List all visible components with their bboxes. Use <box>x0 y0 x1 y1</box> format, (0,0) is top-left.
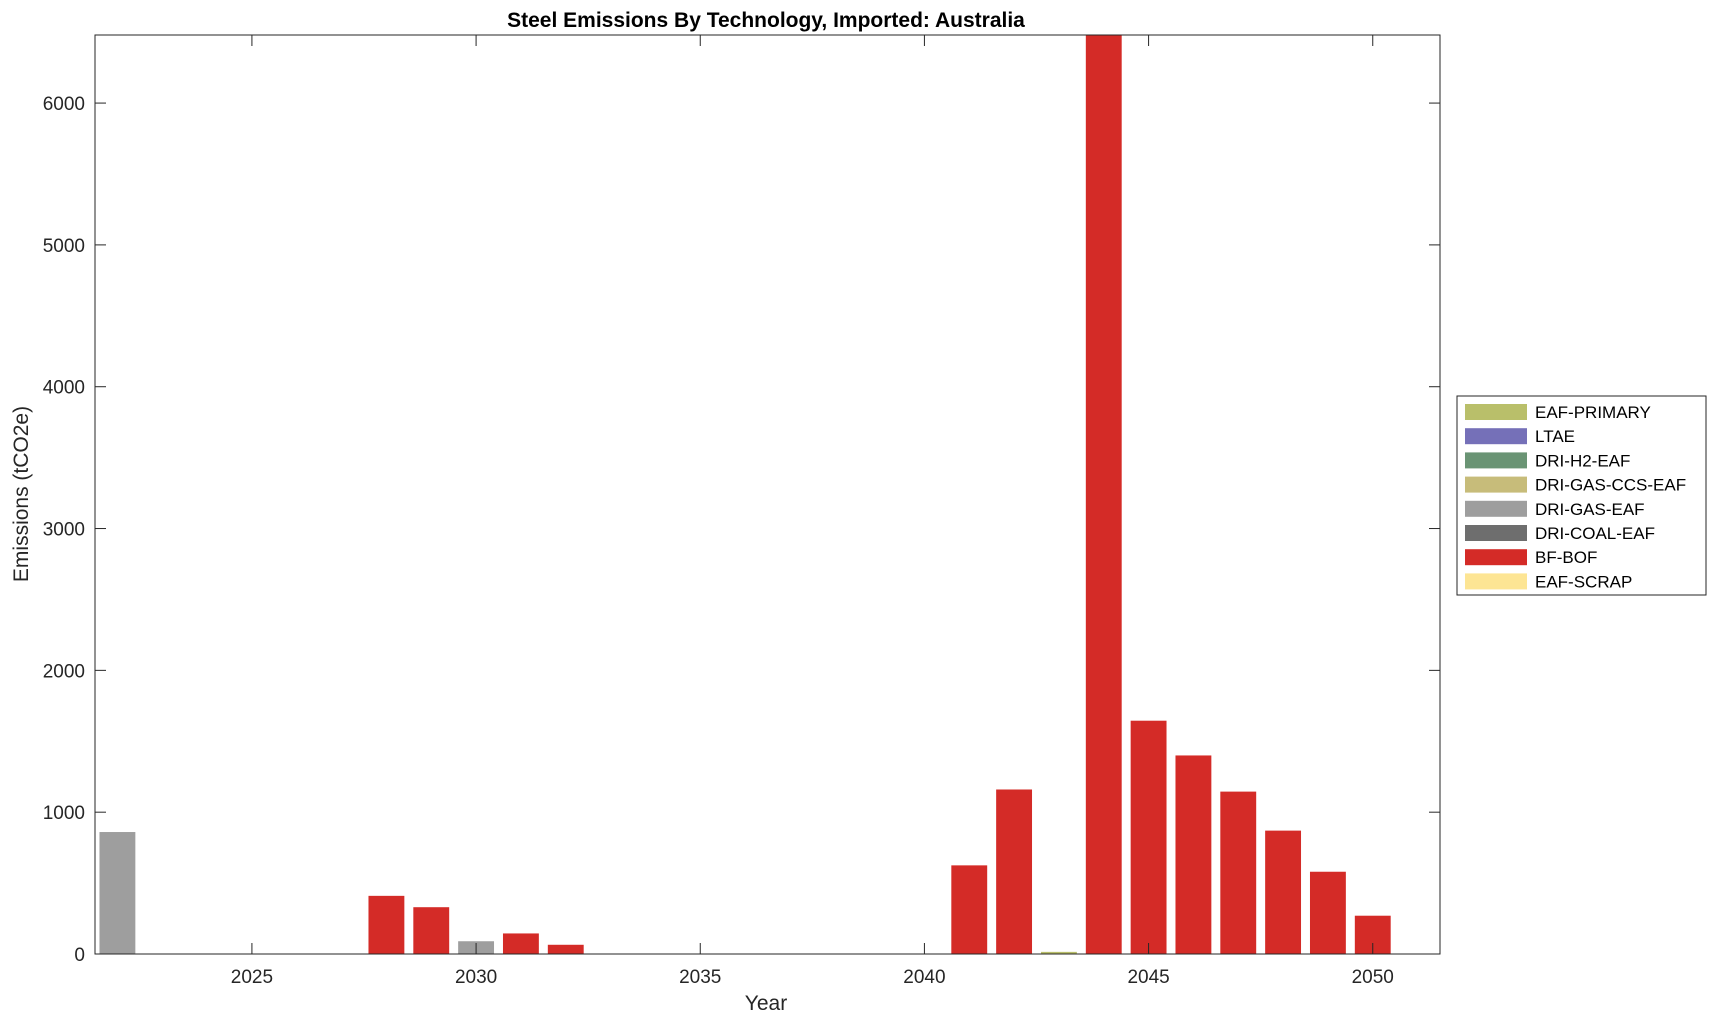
x-tick-label: 2040 <box>903 967 945 988</box>
legend-label-dri-gas-ccs-eaf: DRI-GAS-CCS-EAF <box>1535 476 1686 495</box>
bar-bf-bof-2045 <box>1130 720 1167 954</box>
y-tick-label: 6000 <box>43 94 85 115</box>
axes-layer: 2025 2030 2035 2040 2045 2050 0 1000 2000 3000 400… <box>43 35 1440 988</box>
y-tick-label: 4000 <box>43 378 85 399</box>
y-tick-label: 1000 <box>43 803 85 824</box>
legend-swatch-dri-gas-ccs-eaf <box>1465 476 1527 493</box>
legend-label-dri-coal-eaf: DRI-COAL-EAF <box>1535 524 1655 543</box>
y-axis-title: Emissions (tCO2e) <box>10 406 33 582</box>
legend-swatch-ltae <box>1465 428 1527 445</box>
x-tick-label: 2045 <box>1127 967 1169 988</box>
y-tick-label: 0 <box>74 945 85 966</box>
plot-area-frame <box>94 34 1441 955</box>
x-tick-label: 2050 <box>1352 967 1394 988</box>
bar-bf-bof-2041 <box>951 865 988 954</box>
legend-label-ltae: LTAE <box>1535 427 1575 446</box>
chart-title: Steel Emissions By Technology, Imported:… <box>507 9 1025 32</box>
x-tick-label: 2030 <box>455 967 497 988</box>
legend: EAF-PRIMARY LTAE DRI-H2-EAF DRI-GAS-CCS-EAF… <box>1456 395 1707 596</box>
legend-swatch-bf-bof <box>1465 549 1527 566</box>
x-tick-label: 2035 <box>679 967 721 988</box>
legend-swatch-dri-h2-eaf <box>1465 452 1527 469</box>
legend-label-bf-bof: BF-BOF <box>1535 548 1597 567</box>
legend-label-dri-h2-eaf: DRI-H2-EAF <box>1535 451 1630 470</box>
legend-label-eaf-primary: EAF-PRIMARY <box>1535 403 1651 422</box>
bar-eaf-primary-2043 <box>1040 951 1077 954</box>
bar-dri-gas-eaf-2022 <box>99 832 136 954</box>
legend-items: EAF-PRIMARY LTAE DRI-H2-EAF DRI-GAS-CCS-EAF… <box>1465 403 1686 591</box>
bar-bf-bof-2031 <box>502 933 539 954</box>
y-tick-label: 2000 <box>43 661 85 682</box>
x-tick-label: 2025 <box>231 967 273 988</box>
bar-bf-bof-2048 <box>1265 830 1302 954</box>
bar-bf-bof-2028 <box>368 895 405 954</box>
legend-swatch-dri-gas-eaf <box>1465 500 1527 517</box>
bar-bf-bof-2029 <box>413 907 450 954</box>
bar-bf-bof-2032 <box>547 944 584 954</box>
legend-swatch-eaf-scrap <box>1465 573 1527 590</box>
bar-bf-bof-2046 <box>1175 755 1212 954</box>
bar-bf-bof-2047 <box>1220 791 1257 954</box>
legend-swatch-eaf-primary <box>1465 404 1527 420</box>
legend-label-dri-gas-eaf: DRI-GAS-EAF <box>1535 500 1645 519</box>
bars-layer <box>99 35 1391 954</box>
x-axis-title: Year <box>745 992 787 1015</box>
y-tick-label: 3000 <box>43 520 85 541</box>
bar-bf-bof-2042 <box>996 789 1033 954</box>
y-tick-label: 5000 <box>43 236 85 257</box>
bar-bf-bof-2044 <box>1085 35 1122 954</box>
legend-swatch-dri-coal-eaf <box>1465 525 1527 541</box>
legend-label-eaf-scrap: EAF-SCRAP <box>1535 572 1632 591</box>
bar-bf-bof-2049 <box>1309 871 1346 954</box>
